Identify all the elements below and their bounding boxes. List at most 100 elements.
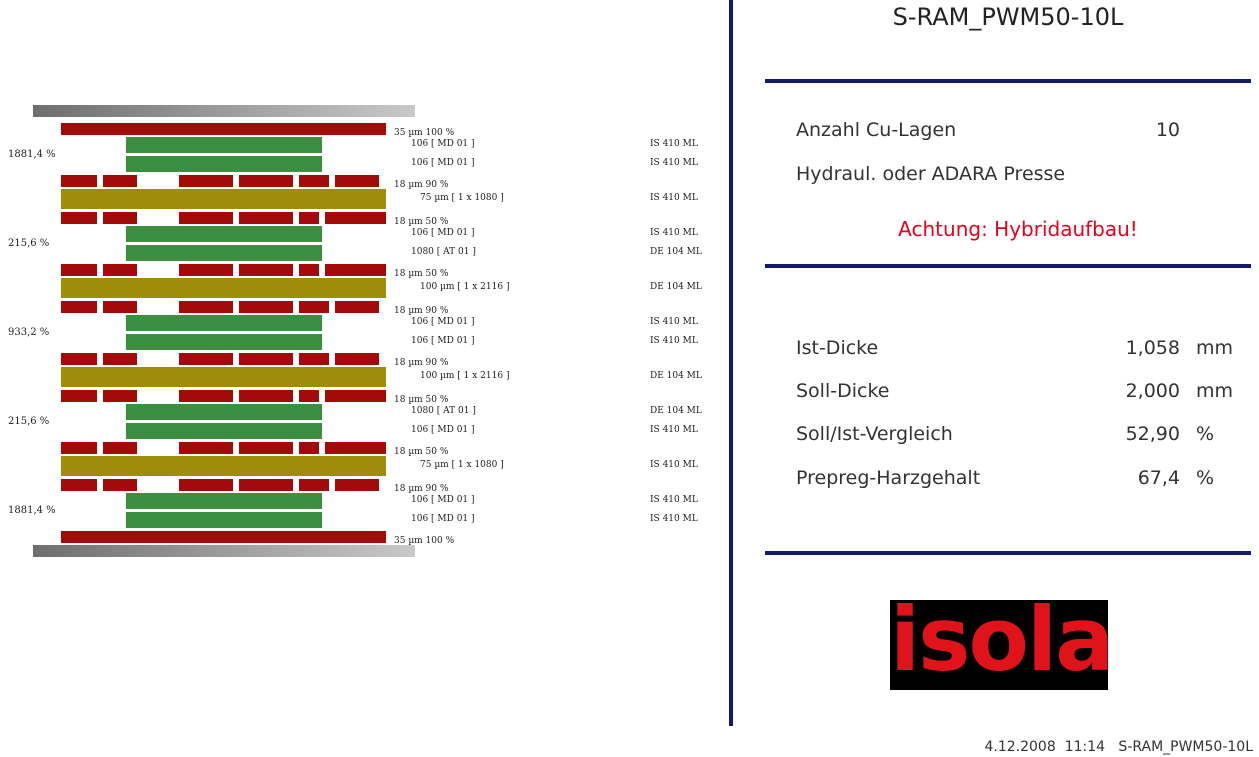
copper-segment — [61, 442, 97, 454]
copper-segment — [61, 353, 97, 365]
prepreg-layer — [126, 404, 322, 420]
copper-segment — [179, 442, 233, 454]
core-label: 100 µm [ 1 x 2116 ] — [420, 282, 510, 292]
copper-segment — [299, 353, 329, 365]
layer-stack-diagram: 35 µm 100 % 106 [ MD 01 ] IS 410 ML 106 [ M… — [8, 105, 702, 557]
copper-segment — [61, 264, 97, 276]
thickness-value: 52,90 — [1125, 423, 1180, 445]
copper-segment — [179, 264, 233, 276]
prepreg-layer — [126, 137, 322, 153]
copper-label: 18 µm 50 % — [394, 395, 449, 405]
copper-label: 18 µm 90 % — [394, 306, 449, 316]
separator-line-2 — [765, 264, 1251, 268]
press-plate — [33, 545, 415, 557]
copper-segment — [325, 264, 386, 276]
core-label: 100 µm [ 1 x 2116 ] — [420, 371, 510, 381]
prepreg-layer — [126, 315, 322, 331]
prepreg-label: 1080 [ AT 01 ] — [411, 247, 476, 257]
resin-percentage: 215,6 % — [8, 237, 50, 249]
copper-layer — [61, 123, 386, 135]
copper-segment — [325, 442, 386, 454]
prepreg-layer — [126, 226, 322, 242]
copper-segment — [299, 301, 329, 313]
core-label: 75 µm [ 1 x 1080 ] — [420, 193, 504, 203]
prepreg-label: 106 [ MD 01 ] — [411, 514, 475, 524]
copper-layer — [61, 531, 386, 543]
copper-label: 18 µm 90 % — [394, 484, 449, 494]
copper-segment — [103, 212, 137, 224]
material-label: IS 410 ML — [650, 495, 698, 505]
copper-segment — [61, 175, 97, 187]
press-label: Hydraul. oder ADARA Presse — [796, 163, 1066, 185]
material-label: IS 410 ML — [650, 317, 698, 327]
prepreg-label: 106 [ MD 01 ] — [411, 317, 475, 327]
copper-segment — [335, 353, 379, 365]
copper-segment — [299, 264, 319, 276]
build-title: S-RAM_PWM50-10L — [892, 3, 1124, 31]
cu-layers-value: 10 — [1155, 119, 1180, 141]
thickness-value: 1,058 — [1125, 337, 1180, 359]
resin-percentage: 1881,4 % — [8, 504, 56, 516]
prepreg-layer — [126, 512, 322, 528]
material-label: DE 104 ML — [650, 282, 702, 292]
core-layer — [61, 278, 386, 298]
thickness-unit: mm — [1196, 337, 1234, 359]
thickness-unit: mm — [1196, 380, 1234, 402]
logo-text: isola — [890, 600, 1108, 690]
copper-segment — [299, 442, 319, 454]
copper-segment — [179, 479, 233, 491]
prepreg-label: 106 [ MD 01 ] — [411, 139, 475, 149]
resin-percentage: 933,2 % — [8, 326, 50, 338]
copper-segment — [299, 212, 319, 224]
copper-segment — [239, 479, 293, 491]
copper-segment — [103, 479, 137, 491]
copper-segment — [325, 212, 386, 224]
core-layer — [61, 189, 386, 209]
prepreg-label: 106 [ MD 01 ] — [411, 158, 475, 168]
prepreg-label: 106 [ MD 01 ] — [411, 336, 475, 346]
hybrid-warning: Achtung: Hybridaufbau! — [898, 217, 1138, 241]
material-label: IS 410 ML — [650, 425, 698, 435]
copper-segment — [179, 212, 233, 224]
copper-segment — [239, 301, 293, 313]
prepreg-layer — [126, 493, 322, 509]
material-label: IS 410 ML — [650, 336, 698, 346]
copper-segment — [179, 353, 233, 365]
thickness-label: Soll/Ist-Vergleich — [796, 423, 953, 445]
copper-label: 18 µm 50 % — [394, 217, 449, 227]
copper-segment — [103, 353, 137, 365]
vertical-divider — [729, 0, 733, 726]
material-label: IS 410 ML — [650, 228, 698, 238]
copper-segment — [325, 390, 386, 402]
core-layer — [61, 456, 386, 476]
copper-segment — [179, 390, 233, 402]
resin-percentage: 1881,4 % — [8, 148, 56, 160]
copper-segment — [103, 442, 137, 454]
copper-label: 18 µm 90 % — [394, 180, 449, 190]
copper-segment — [299, 175, 329, 187]
copper-segment — [239, 175, 293, 187]
copper-segment — [179, 301, 233, 313]
material-label: DE 104 ML — [650, 406, 702, 416]
prepreg-layer — [126, 334, 322, 350]
footer-name: S-RAM_PWM50-10L — [1118, 739, 1253, 755]
separator-line-1 — [765, 79, 1251, 83]
prepreg-label: 1080 [ AT 01 ] — [411, 406, 476, 416]
copper-segment — [335, 175, 379, 187]
material-label: IS 410 ML — [650, 139, 698, 149]
prepreg-label: 106 [ MD 01 ] — [411, 495, 475, 505]
separator-line-3 — [765, 551, 1251, 555]
thickness-value: 2,000 — [1125, 380, 1180, 402]
copper-segment — [239, 353, 293, 365]
copper-segment — [61, 479, 97, 491]
material-label: IS 410 ML — [650, 193, 698, 203]
copper-label: 18 µm 90 % — [394, 358, 449, 368]
copper-label: 18 µm 50 % — [394, 447, 449, 457]
copper-segment — [179, 175, 233, 187]
material-label: IS 410 ML — [650, 460, 698, 470]
copper-segment — [103, 175, 137, 187]
copper-label: 18 µm 50 % — [394, 269, 449, 279]
isola-logo: isola — [890, 600, 1108, 690]
copper-segment — [299, 390, 319, 402]
material-label: DE 104 ML — [650, 247, 702, 257]
